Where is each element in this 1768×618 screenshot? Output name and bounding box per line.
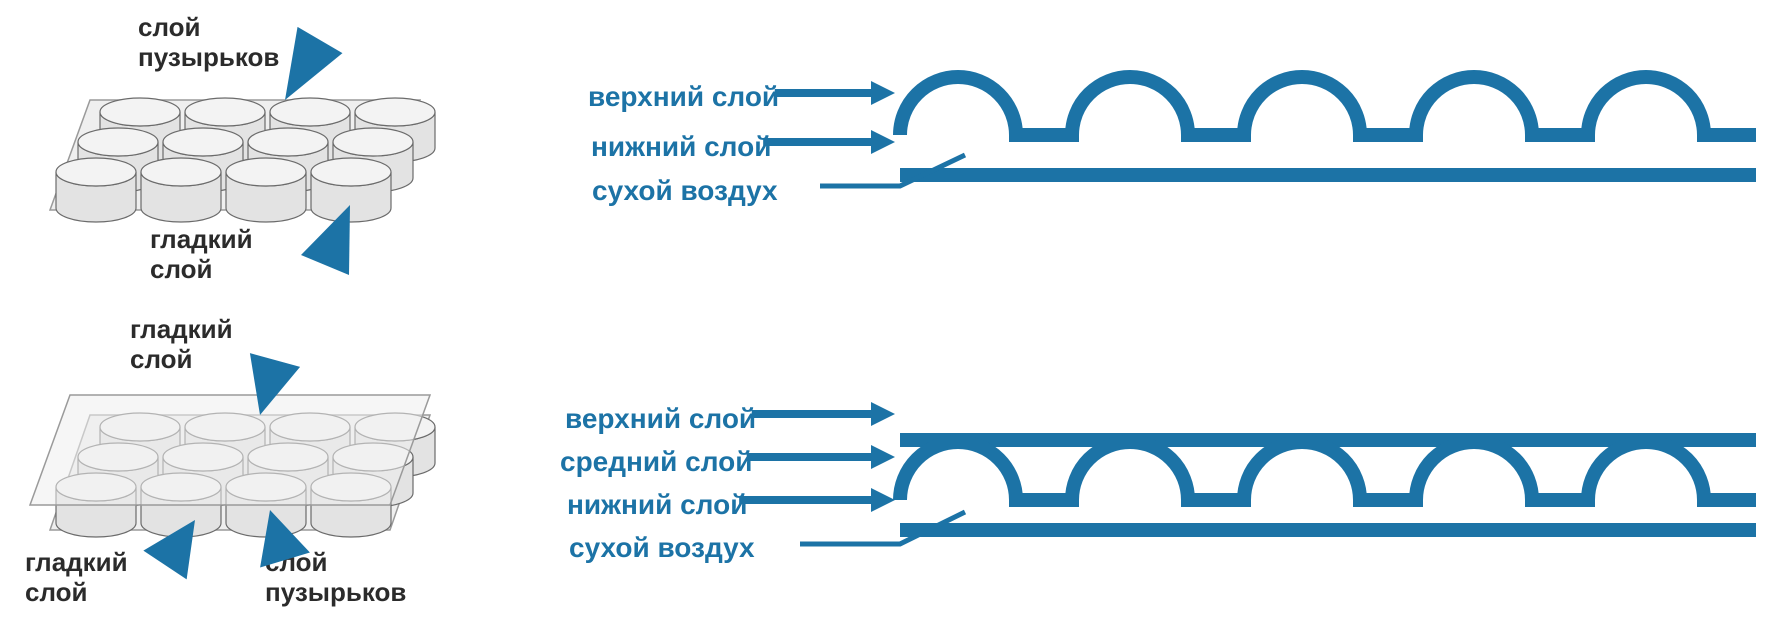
schema-label: нижний слой <box>567 489 747 520</box>
schema-label: нижний слой <box>591 131 771 162</box>
schema-label: сухой воздух <box>592 175 778 206</box>
schema-label: сухой воздух <box>569 532 755 563</box>
diagram-svg: слойпузырьков гладкийслой гладкийслой гладк… <box>0 0 1768 618</box>
bumps-line <box>900 442 1756 500</box>
iso-label: гладкийслой <box>150 224 253 284</box>
schema-label: верхний слой <box>565 403 756 434</box>
iso-label: гладкийслой <box>130 314 233 374</box>
bumps-line <box>900 77 1756 135</box>
schema-label: средний слой <box>560 446 752 477</box>
schema-label: верхний слой <box>588 81 779 112</box>
iso-label: гладкийслой <box>25 547 128 607</box>
iso-label: слойпузырьков <box>138 12 279 72</box>
